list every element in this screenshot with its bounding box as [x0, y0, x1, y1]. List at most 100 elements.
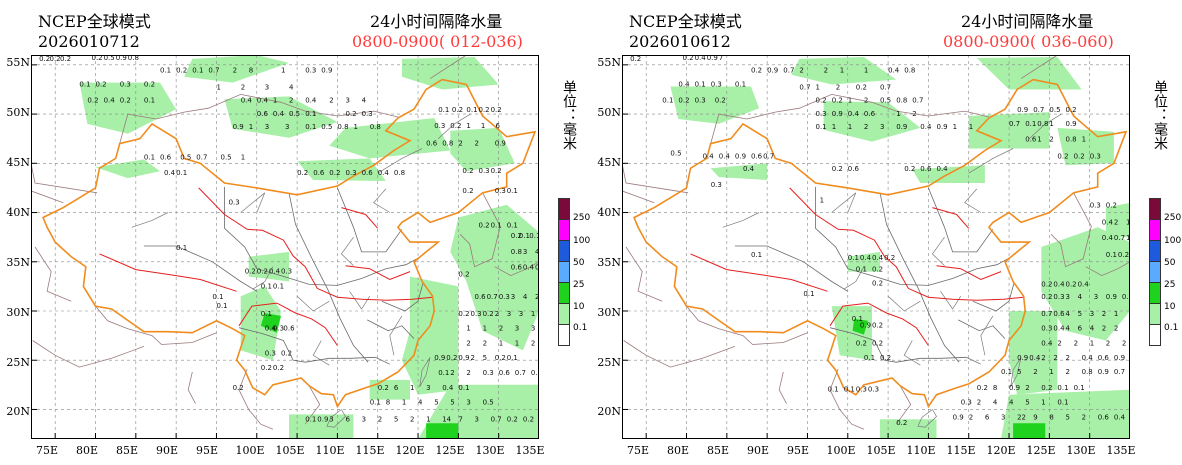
precip-value: 0.1 — [1057, 399, 1068, 407]
province-border — [879, 192, 960, 363]
precip-value: 0.2 — [1118, 251, 1129, 259]
river-line — [341, 207, 379, 229]
precip-map[interactable]: 0.2 0.2 0.2 0.2 0.5 0.9 0.8 0.1 0.2 0.1 0.7 2 8 1 0.3 0… — [31, 55, 539, 439]
legend-label: 10 — [1164, 302, 1176, 312]
rain-area-moderate — [852, 318, 868, 335]
precip-value: 0.1 — [466, 106, 477, 114]
precip-value: 1 — [273, 96, 277, 104]
precip-value: 3 — [1090, 310, 1094, 318]
neighbour-border — [710, 93, 989, 144]
precip-value: 2 — [241, 84, 245, 92]
precip-value: 2 — [378, 415, 382, 423]
precip-value: 0.2 — [479, 221, 490, 229]
precip-value: 4 — [1066, 310, 1071, 318]
precip-value: 0.7 — [1122, 293, 1130, 301]
precip-value: 3 — [426, 384, 430, 392]
precip-value: 2 — [450, 369, 454, 377]
precip-value: 3 — [1094, 293, 1098, 301]
precip-value: 0.4 — [719, 152, 731, 160]
precip-value: 0.3 — [471, 310, 482, 318]
precip-value: 0.4 — [678, 81, 690, 89]
unit-label: 单位：毫米 — [561, 80, 577, 150]
legend-swatch — [558, 219, 570, 240]
legend-label: 10 — [573, 302, 585, 312]
region-border — [373, 188, 390, 213]
rain-area-light — [880, 419, 937, 439]
precip-value: 0.5 — [180, 153, 191, 161]
neighbour-border — [778, 371, 787, 404]
precip-value: 4 — [418, 399, 423, 407]
precip-value: 0.9 — [896, 123, 907, 131]
neighbour-border — [119, 93, 398, 144]
precip-value: 0.8 — [904, 67, 915, 75]
precip-value: 2 — [531, 340, 535, 348]
precip-value: 1 — [1082, 136, 1086, 144]
precip-value: 2 — [1102, 310, 1106, 318]
precip-value: 0.9 — [735, 152, 746, 160]
lon-label: 125E — [1026, 444, 1056, 457]
precip-value: 1 — [281, 67, 285, 75]
precip-value: 14 — [442, 415, 451, 423]
precip-value: 0.6 — [362, 169, 374, 177]
lat-label: 25N — [597, 356, 621, 369]
precip-value: 6 — [496, 122, 501, 130]
precip-value: 2 — [499, 325, 503, 333]
panel-right: NCEP全球模式 2026010612 24小时间隔降水量 0800-0900(… — [591, 0, 1182, 465]
region-border — [1010, 357, 1022, 387]
legend-label: 250 — [1164, 213, 1182, 223]
region-border — [940, 291, 961, 310]
forecast-period: 0800-0900( 036-060) — [943, 32, 1114, 51]
precip-value: 0.5 — [289, 110, 300, 118]
region-border — [326, 409, 346, 428]
precip-value: 0.9 — [707, 55, 718, 62]
precip-value: 0.2 — [96, 81, 107, 89]
province-border — [143, 245, 258, 292]
precip-value: 2 — [1066, 354, 1070, 362]
precip-value: 7 — [719, 55, 723, 62]
precip-value: 0.6 — [1025, 136, 1037, 144]
precip-map[interactable]: 0.2 0.2 0.4 0.9 7 0.2 0.9 0.7 2 2 1 1 0.4 0.8 0.4 0.1 0.… — [622, 55, 1130, 439]
precip-value: 5 — [1017, 368, 1021, 376]
precip-value: 0.3 — [229, 199, 240, 207]
precip-value: 0.3 — [711, 81, 722, 89]
rain-area-light — [329, 118, 451, 159]
precip-value: 0.2 — [872, 322, 883, 330]
precip-value: 0.4 — [1029, 354, 1041, 362]
neighbour-border — [459, 192, 501, 268]
precip-value: 0.1 — [507, 354, 518, 362]
precip-value: 0.2 — [297, 169, 308, 177]
precip-value: 1 — [840, 67, 844, 75]
precip-value: 1 — [466, 122, 470, 130]
precip-value: 0.1 — [751, 251, 762, 259]
rain-area-light — [791, 57, 897, 85]
precip-value: 0.6 — [1053, 310, 1065, 318]
lon-label: 135E — [1106, 444, 1136, 457]
precip-value: 6 — [394, 384, 399, 392]
precip-value: 0.8 — [442, 140, 453, 148]
map-frame — [622, 55, 1130, 439]
province-border — [829, 327, 981, 365]
precip-value: 0.2 — [896, 419, 907, 427]
precip-value: 4 — [1009, 399, 1014, 407]
precip-value: 5 — [483, 354, 487, 362]
lon-label: 90E — [155, 444, 179, 457]
precip-value: 2 — [1049, 136, 1053, 144]
precip-value: 1 — [969, 123, 973, 131]
precip-value: 0.2 — [1066, 280, 1077, 288]
precip-value: 0.1 — [305, 123, 316, 131]
precip-value: 0.4 — [1102, 234, 1114, 242]
precip-value: 0.1 — [273, 282, 284, 290]
precip-value: 0.6 — [160, 153, 172, 161]
precip-value: 0.7 — [763, 152, 774, 160]
lon-label: 110E — [906, 444, 936, 457]
precip-value: 0.1 — [305, 110, 316, 118]
neighbour-border — [622, 190, 655, 204]
precip-value: 0.1 — [856, 266, 867, 274]
precip-value: 0.2 — [683, 55, 694, 62]
neighbour-border — [686, 305, 808, 345]
precip-value: 1 — [499, 340, 503, 348]
region-border — [843, 266, 865, 290]
lon-label: 100E — [826, 444, 856, 457]
rain-area-light — [240, 286, 281, 361]
neighbour-border — [429, 55, 467, 79]
